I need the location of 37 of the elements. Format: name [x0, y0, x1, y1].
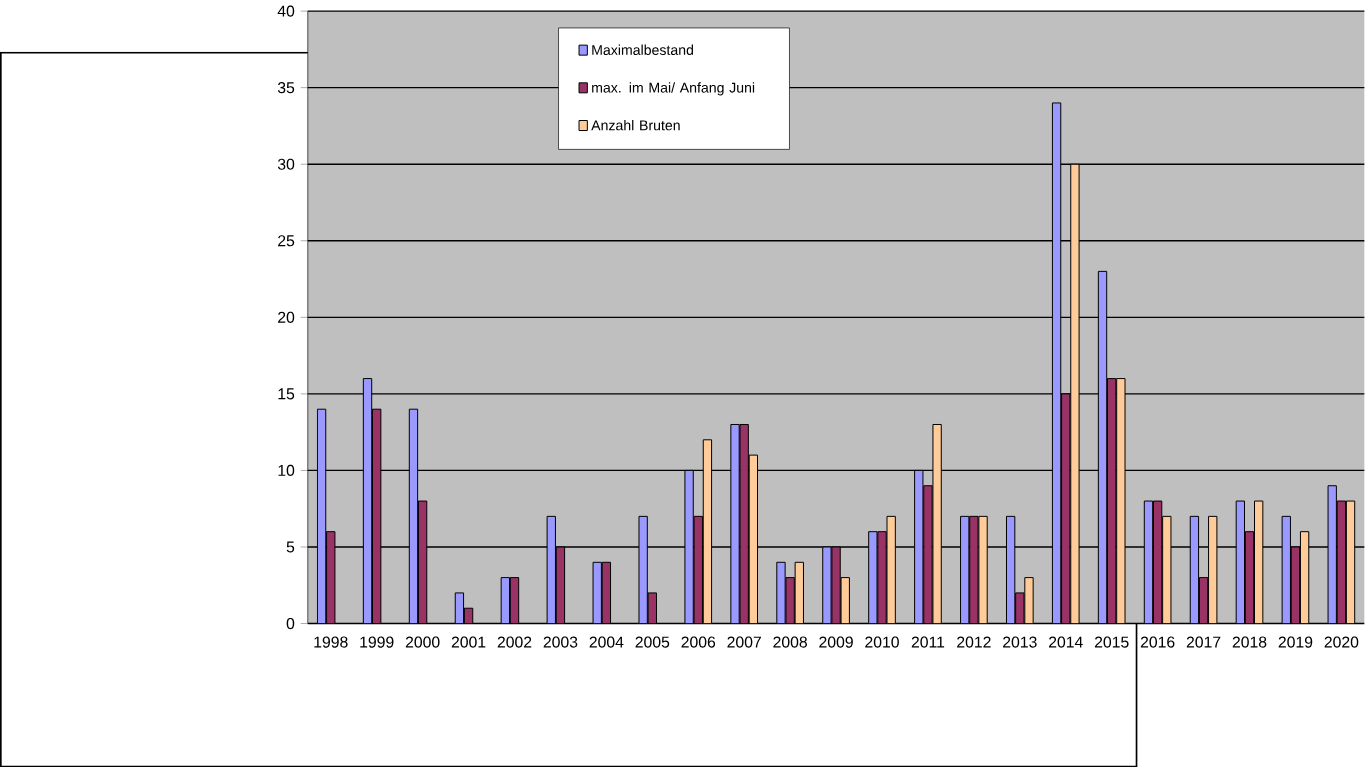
legend-label: max. im Mai/ Anfang Juni: [592, 82, 755, 96]
y-tick-label: 5: [286, 541, 295, 553]
x-tick-label: 2020: [1324, 636, 1359, 648]
x-tick-label: 2010: [865, 636, 899, 648]
y-tick-label: 15: [278, 388, 295, 400]
y-tick-label: 30: [277, 158, 295, 170]
x-tick-label: 2014: [1048, 636, 1083, 648]
x-tick-label: 2005: [635, 636, 670, 648]
y-tick-label: 35: [277, 81, 295, 94]
x-tick-label: 2002: [497, 636, 532, 648]
legend-label: Anzahl Bruten: [591, 119, 680, 131]
x-tick-label: 2009: [819, 636, 853, 648]
x-tick-label: 2017: [1186, 636, 1221, 648]
y-tick-label: 20: [278, 311, 295, 323]
x-tick-label: 2015: [1094, 636, 1129, 648]
x-tick-label: 2019: [1278, 636, 1313, 648]
x-tick-label: 2008: [773, 636, 807, 648]
bar: [877, 530, 887, 624]
y-tick-label: 0: [286, 617, 295, 629]
x-tick-label: 2016: [1140, 636, 1175, 648]
x-tick-label: 2003: [543, 636, 578, 648]
y-tick-label: 25: [278, 234, 295, 247]
x-tick-label: 2013: [1003, 636, 1037, 648]
x-tick-label: 1999: [360, 636, 394, 648]
x-tick-label: 2006: [681, 636, 716, 648]
x-tick-label: 2000: [405, 636, 440, 648]
x-tick-label: 1998: [314, 636, 348, 648]
y-tick-label: 40: [277, 5, 295, 17]
x-tick-label: 2004: [589, 636, 624, 648]
bar: [1024, 576, 1034, 624]
x-tick-label: 2012: [957, 636, 991, 648]
legend-label: Maximalbestand: [592, 44, 694, 55]
y-tick-label: 10: [278, 464, 295, 476]
x-tick-label: 2018: [1232, 636, 1267, 648]
x-tick-label: 2011: [911, 636, 945, 648]
x-tick-label: 2007: [727, 636, 761, 648]
x-tick-label: 2001: [451, 636, 486, 648]
